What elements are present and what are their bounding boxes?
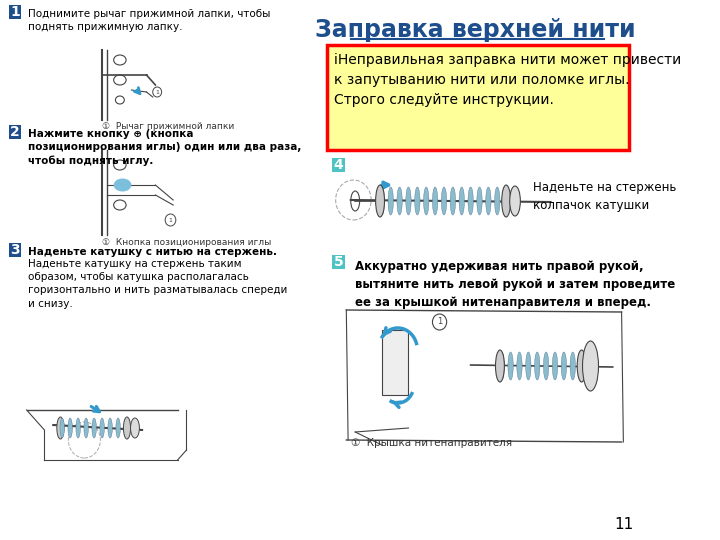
FancyBboxPatch shape [332,255,345,269]
Ellipse shape [123,417,130,439]
Ellipse shape [495,187,500,215]
FancyBboxPatch shape [9,243,22,257]
Ellipse shape [508,352,513,380]
Ellipse shape [577,350,586,382]
Ellipse shape [582,341,598,391]
Text: Наденьте катушку на стержень таким
образом, чтобы катушка располагалась
горизонт: Наденьте катушку на стержень таким образ… [28,259,288,308]
Ellipse shape [76,418,81,438]
Ellipse shape [433,187,438,215]
Ellipse shape [570,352,575,380]
Ellipse shape [68,418,73,438]
Ellipse shape [459,187,464,215]
Text: 1: 1 [168,218,172,222]
Ellipse shape [552,352,558,380]
Ellipse shape [388,187,393,215]
Ellipse shape [376,185,384,217]
Ellipse shape [130,418,140,438]
Ellipse shape [379,187,384,215]
FancyBboxPatch shape [332,158,345,172]
Text: 3: 3 [10,243,20,257]
Text: Нажмите кнопку ⊕ (кнопка
позиционирования иглы) один или два раза,
чтобы поднять: Нажмите кнопку ⊕ (кнопка позиционировани… [28,129,302,166]
Ellipse shape [406,187,411,215]
Ellipse shape [526,352,531,380]
Ellipse shape [534,352,540,380]
Text: ①  Крышка нитенаправителя: ① Крышка нитенаправителя [351,438,512,448]
Text: 1: 1 [156,90,159,94]
Ellipse shape [100,418,104,438]
Ellipse shape [92,418,96,438]
Bar [382,330,408,395]
Ellipse shape [450,187,456,215]
Text: Наденьте на стержень
колпачок катушки: Наденьте на стержень колпачок катушки [533,180,676,212]
Text: Поднимите рычаг прижимной лапки, чтобы
поднять прижимную лапку.: Поднимите рычаг прижимной лапки, чтобы п… [28,9,271,32]
Ellipse shape [468,187,473,215]
Ellipse shape [510,186,521,216]
Ellipse shape [486,187,491,215]
Ellipse shape [544,352,549,380]
Ellipse shape [108,418,112,438]
Text: 1: 1 [437,318,442,327]
Text: ①  Рычаг прижимной лапки: ① Рычаг прижимной лапки [102,122,235,131]
Text: iНеправильная заправка нити может привести
к запутыванию нити или поломке иглы.
: iНеправильная заправка нити может привес… [334,53,681,107]
Text: Наденьте катушку с нитью на стержень.: Наденьте катушку с нитью на стержень. [28,247,277,257]
Text: 2: 2 [10,125,20,139]
Ellipse shape [502,185,510,217]
Ellipse shape [561,352,567,380]
Text: 4: 4 [333,158,343,172]
Text: Заправка верхней нити: Заправка верхней нити [315,18,635,42]
Ellipse shape [441,187,446,215]
Ellipse shape [495,350,505,382]
Ellipse shape [57,417,64,439]
Ellipse shape [415,187,420,215]
Ellipse shape [114,179,132,192]
Text: 1: 1 [10,5,20,19]
Ellipse shape [517,352,522,380]
Text: Аккуратно удерживая нить правой рукой,
вытяните нить левой рукой и затем проведи: Аккуратно удерживая нить правой рукой, в… [355,260,675,309]
Ellipse shape [423,187,429,215]
Text: 11: 11 [615,517,634,532]
Ellipse shape [84,418,89,438]
FancyBboxPatch shape [327,45,629,150]
Ellipse shape [499,352,505,380]
Ellipse shape [477,187,482,215]
FancyBboxPatch shape [9,125,22,139]
Text: ①  Кнопка позиционирования иглы: ① Кнопка позиционирования иглы [102,238,271,247]
Ellipse shape [116,418,120,438]
Ellipse shape [397,187,402,215]
Ellipse shape [60,418,64,438]
FancyBboxPatch shape [9,5,22,19]
Text: 5: 5 [333,255,343,269]
